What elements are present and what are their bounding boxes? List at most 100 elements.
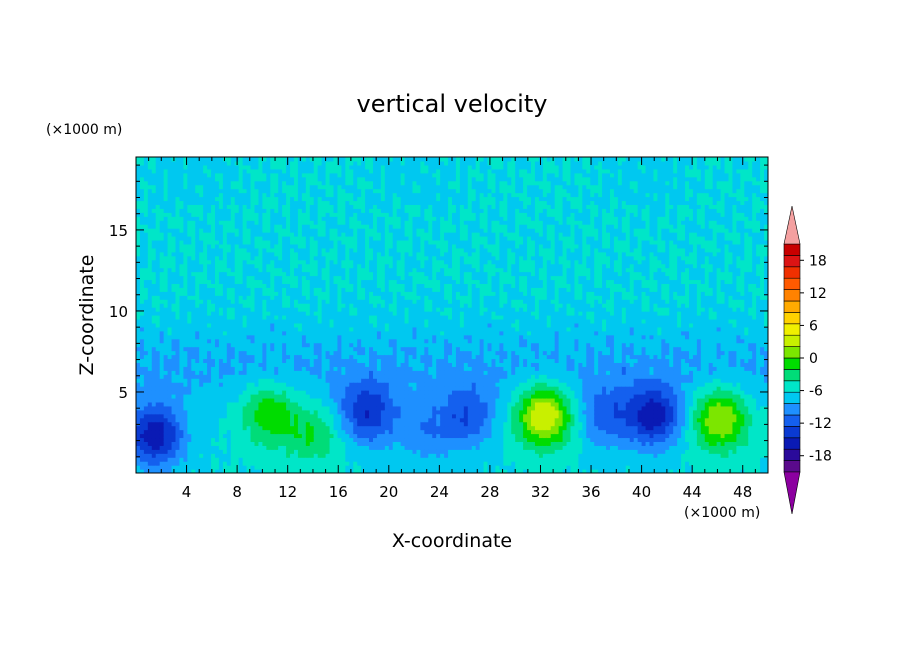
- field-cell: [203, 208, 208, 213]
- field-cell: [290, 449, 295, 454]
- field-cell: [254, 311, 260, 316]
- field-cell: [325, 251, 331, 257]
- field-cell: [286, 465, 291, 470]
- field-cell: [226, 299, 232, 304]
- field-cell: [203, 457, 208, 462]
- field-cell: [345, 342, 350, 348]
- field-cell: [179, 445, 184, 450]
- field-cell: [215, 176, 220, 182]
- field-cell: [376, 338, 382, 344]
- field-cell: [199, 243, 204, 249]
- field-cell: [365, 239, 370, 245]
- field-cell: [136, 397, 141, 403]
- field-cell: [353, 303, 358, 308]
- field-cell: [278, 176, 283, 182]
- field-cell: [361, 295, 366, 300]
- field-cell: [151, 157, 157, 162]
- field-cell: [337, 208, 342, 213]
- field-cell: [187, 338, 192, 344]
- field-cell: [337, 409, 342, 415]
- field-cell: [211, 188, 216, 194]
- field-cell: [297, 401, 303, 407]
- field-cell: [191, 437, 196, 442]
- field-cell: [380, 374, 386, 379]
- field-cell: [309, 228, 315, 233]
- field-cell: [238, 255, 244, 261]
- field-cell: [215, 358, 220, 363]
- field-cell: [258, 157, 263, 162]
- field-cell: [333, 354, 339, 360]
- field-cell: [155, 465, 161, 470]
- field-cell: [274, 441, 279, 446]
- field-cell: [341, 236, 346, 241]
- field-cell: [222, 216, 228, 221]
- field-cell: [171, 441, 177, 446]
- field-cell: [376, 405, 382, 411]
- field-cell: [341, 196, 346, 202]
- field-cell: [325, 362, 331, 367]
- field-cell: [349, 362, 354, 367]
- field-cell: [333, 157, 339, 162]
- field-cell: [187, 405, 192, 411]
- field-cell: [234, 239, 240, 245]
- field-cell: [333, 437, 339, 442]
- field-cell: [282, 303, 287, 308]
- field-cell: [349, 299, 354, 304]
- field-cell: [290, 338, 295, 344]
- field-cell: [242, 279, 248, 284]
- field-cell: [278, 457, 283, 462]
- field-cell: [262, 390, 267, 395]
- field-cell: [329, 342, 335, 348]
- field-cell: [270, 279, 275, 284]
- field-cell: [159, 334, 165, 340]
- field-cell: [234, 180, 240, 186]
- field-cell: [357, 346, 362, 352]
- field-cell: [222, 457, 228, 462]
- field-cell: [175, 397, 181, 403]
- field-cell: [274, 362, 279, 367]
- field-cell: [376, 160, 382, 166]
- field-cell: [361, 386, 366, 391]
- field-cell: [151, 311, 157, 316]
- field-cell: [187, 200, 192, 205]
- field-cell: [349, 413, 354, 419]
- field-cell: [270, 291, 275, 296]
- field-cell: [361, 192, 366, 198]
- field-cell: [195, 247, 200, 253]
- field-cell: [163, 401, 169, 407]
- field-cell: [325, 425, 331, 431]
- field-cell: [222, 322, 228, 328]
- field-cell: [369, 318, 374, 324]
- field-cell: [195, 307, 200, 312]
- field-cell: [199, 196, 204, 202]
- field-cell: [136, 188, 141, 194]
- field-cell: [207, 259, 212, 265]
- field-cell: [222, 204, 228, 209]
- field-cell: [218, 421, 224, 427]
- field-cell: [274, 228, 279, 233]
- field-cell: [365, 374, 370, 379]
- field-cell: [175, 239, 181, 245]
- field-cell: [199, 184, 204, 190]
- field-cell: [199, 386, 204, 391]
- field-cell: [262, 394, 267, 399]
- field-cell: [187, 216, 192, 221]
- field-cell: [294, 287, 299, 292]
- field-cell: [353, 184, 358, 190]
- field-cell: [246, 469, 252, 473]
- field-cell: [333, 239, 339, 245]
- field-cell: [187, 358, 192, 363]
- field-cell: [294, 247, 299, 253]
- field-cell: [278, 271, 283, 277]
- field-cell: [345, 255, 350, 261]
- field-cell: [365, 263, 370, 269]
- field-cell: [207, 413, 212, 419]
- field-cell: [159, 176, 165, 182]
- field-cell: [266, 417, 271, 423]
- field-cell: [179, 184, 184, 190]
- field-cell: [143, 236, 149, 241]
- field-cell: [325, 390, 331, 395]
- field-cell: [290, 303, 295, 308]
- field-cell: [179, 326, 184, 332]
- field-cell: [373, 437, 378, 442]
